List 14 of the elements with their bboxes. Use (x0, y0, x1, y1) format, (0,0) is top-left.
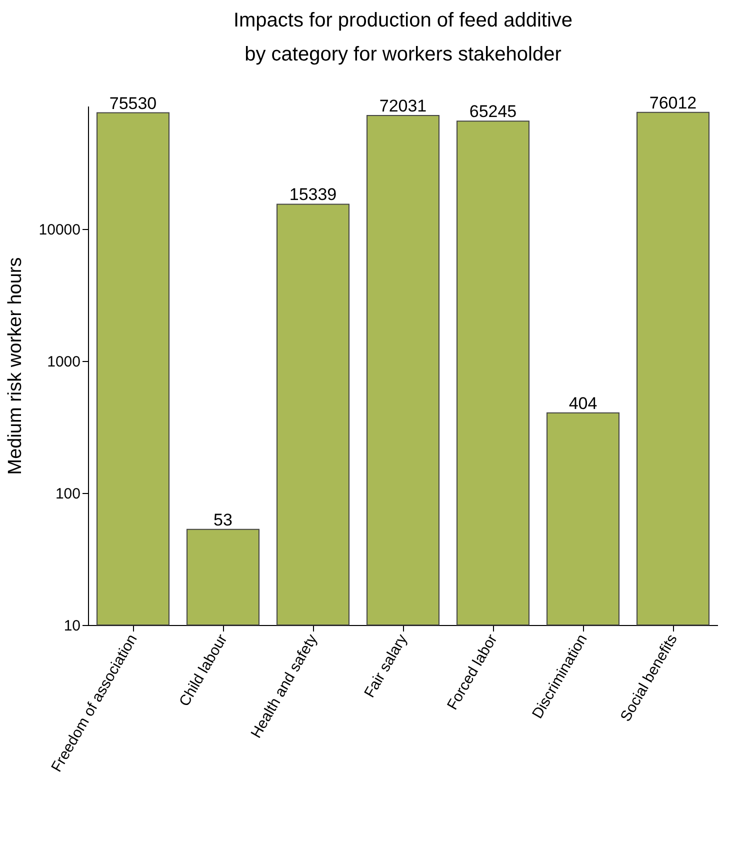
y-tick-label: 10 (64, 618, 80, 634)
data-label: 65245 (469, 102, 517, 122)
data-label: 404 (568, 394, 598, 413)
data-label: 76012 (649, 93, 697, 112)
y-tick-label: 100 (55, 485, 80, 502)
y-tick-label: 10000 (38, 221, 80, 238)
y-tick-label: 1000 (47, 353, 80, 370)
text: by category for workers stakeholder (244, 43, 562, 66)
data-label: 15339 (289, 185, 337, 204)
data-label: 72031 (379, 96, 427, 116)
text: Impacts for production of feed additive (233, 9, 573, 32)
data-label: 75530 (109, 94, 157, 113)
y-axis-title: Medium risk worker hours (4, 257, 26, 475)
data-label: 53 (214, 510, 232, 530)
